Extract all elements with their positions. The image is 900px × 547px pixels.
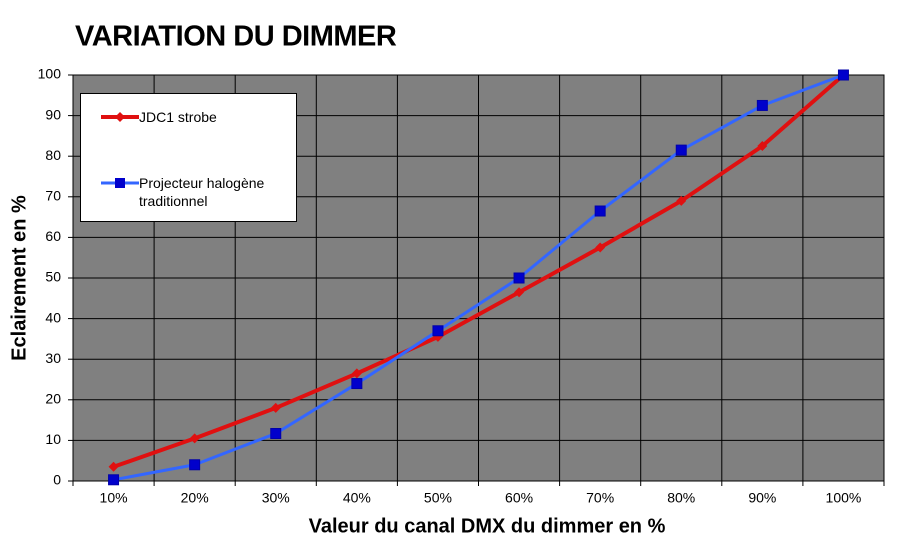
- series-line: [112, 73, 845, 469]
- x-tick-label: 30%: [262, 490, 290, 506]
- series-line: [113, 73, 844, 482]
- data-point: [513, 272, 525, 284]
- legend-icon: [101, 178, 139, 188]
- y-tick-label: 30: [45, 350, 61, 366]
- data-point: [432, 325, 444, 337]
- x-tick-label: 10%: [100, 490, 128, 506]
- y-tick-label: 20: [45, 391, 61, 407]
- legend-item: Projecteur halogène traditionnel: [101, 174, 289, 210]
- data-point: [595, 242, 606, 253]
- data-point: [757, 141, 768, 152]
- legend-marker: [115, 178, 125, 188]
- data-point: [270, 402, 281, 413]
- y-tick-label: 0: [53, 472, 61, 488]
- x-tick-label: 20%: [181, 490, 209, 506]
- data-point: [108, 461, 119, 472]
- x-axis-label: Valeur du canal DMX du dimmer en %: [309, 515, 666, 537]
- y-tick-label: 60: [45, 228, 61, 244]
- data-point: [594, 205, 606, 217]
- legend-label: JDC1 strobe: [139, 109, 217, 125]
- y-tick-label: 100: [38, 66, 62, 82]
- x-tick-label: 90%: [748, 490, 776, 506]
- x-tick-label: 40%: [343, 490, 371, 506]
- y-tick-label: 10: [45, 431, 61, 447]
- data-point: [676, 195, 687, 206]
- legend-icon: [101, 112, 139, 122]
- legend: JDC1 strobe Projecteur halogène tradition…: [80, 93, 297, 222]
- x-tick-label: 80%: [667, 490, 695, 506]
- y-tick-label: 90: [45, 106, 61, 122]
- data-point: [756, 99, 768, 111]
- data-point: [351, 368, 362, 379]
- x-tick-label: 50%: [424, 490, 452, 506]
- data-point: [270, 427, 282, 439]
- data-point: [189, 459, 201, 471]
- chart-title: VARIATION DU DIMMER: [75, 21, 397, 53]
- y-tick-label: 70: [45, 188, 61, 204]
- legend-item: JDC1 strobe: [101, 108, 289, 126]
- y-tick-label: 80: [45, 147, 61, 163]
- y-tick-label: 50: [45, 269, 61, 285]
- data-point: [189, 433, 200, 444]
- data-point: [351, 378, 363, 390]
- x-tick-label: 70%: [586, 490, 614, 506]
- x-tick-label: 100%: [826, 490, 862, 506]
- y-tick-label: 40: [45, 309, 61, 325]
- y-axis-label: Eclairement en %: [8, 195, 30, 361]
- legend-marker: [115, 112, 125, 122]
- legend-label: Projecteur halogène traditionnel: [139, 175, 265, 209]
- data-point: [675, 144, 687, 156]
- data-point: [837, 69, 849, 81]
- x-tick-label: 60%: [505, 490, 533, 506]
- data-point: [514, 287, 525, 298]
- data-point: [108, 474, 120, 486]
